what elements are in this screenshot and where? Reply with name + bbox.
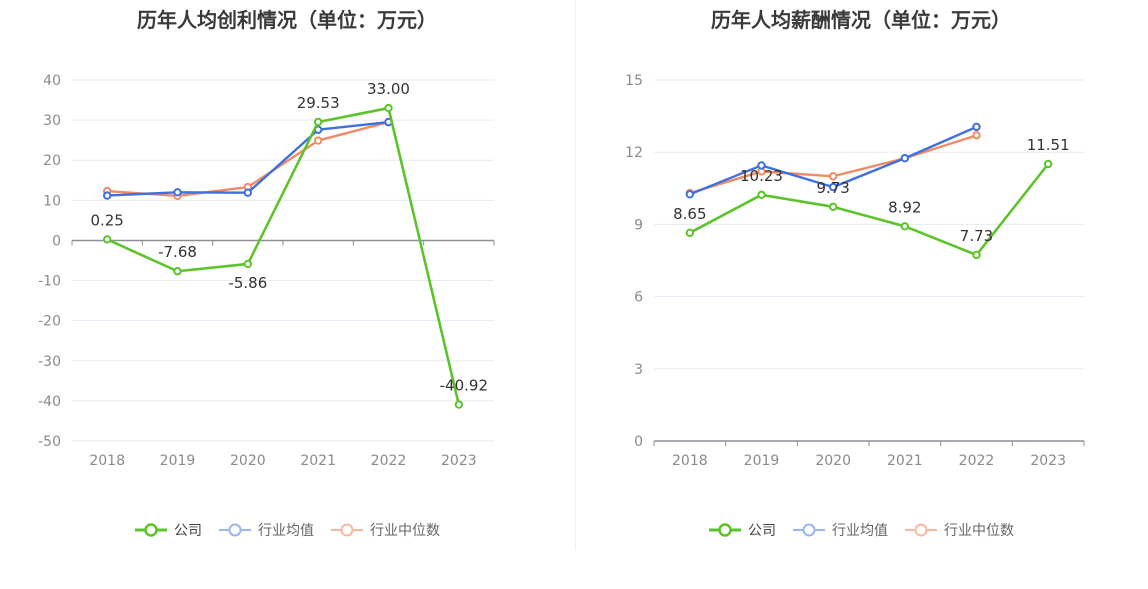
data-label: 8.92 bbox=[888, 198, 921, 216]
legend-item-industry-average[interactable]: 行业均值 bbox=[218, 520, 314, 540]
series-point-0 bbox=[1043, 159, 1053, 169]
data-label: 33.00 bbox=[367, 80, 410, 98]
data-label: 29.53 bbox=[297, 94, 340, 112]
data-label: -7.68 bbox=[158, 243, 197, 261]
y-tick-label: 3 bbox=[634, 362, 643, 378]
legend-line-icon bbox=[135, 523, 167, 537]
legend-item-company[interactable]: 公司 bbox=[134, 520, 202, 540]
series-point-1 bbox=[102, 191, 112, 200]
y-tick-label: 0 bbox=[634, 434, 643, 450]
data-label: 9.73 bbox=[816, 179, 849, 197]
legend-line-icon bbox=[709, 523, 741, 537]
y-tick-label: 10 bbox=[43, 193, 61, 209]
x-tick-label: 2022 bbox=[371, 453, 407, 469]
profit-per-capita-panel: 历年人均创利情况（单位：万元） 40 30 20 10 0 -10 -20 -30 -40 -50… bbox=[0, 8, 574, 542]
series-point-0 bbox=[757, 190, 766, 199]
legend-line-icon bbox=[793, 523, 825, 537]
x-tick-label: 2019 bbox=[744, 453, 780, 469]
y-tick-label: 20 bbox=[43, 153, 61, 169]
series-point-1 bbox=[900, 154, 910, 163]
series-point-0 bbox=[900, 222, 910, 231]
series-line-0 bbox=[689, 163, 1050, 257]
y-tick-label: -10 bbox=[38, 274, 61, 290]
y-tick-label: 6 bbox=[634, 290, 643, 306]
data-label: 11.51 bbox=[1027, 136, 1070, 154]
data-label: -40.92 bbox=[440, 377, 488, 395]
legend-item-industry-median[interactable]: 行业中位数 bbox=[904, 520, 1014, 540]
x-tick-label: 2020 bbox=[230, 453, 266, 469]
x-tick-label: 2021 bbox=[300, 453, 336, 469]
chart-title: 历年人均创利情况（单位：万元） bbox=[137, 8, 437, 32]
y-tick-label: -50 bbox=[38, 434, 61, 450]
series-point-1 bbox=[685, 190, 695, 199]
chart-legend: 公司 行业均值 行业中位数 bbox=[574, 518, 1148, 542]
salary-per-capita-panel: 历年人均薪酬情况（单位：万元） 15 12 9 6 3 0 2018 2019 2020 2021… bbox=[574, 0, 1148, 589]
data-label: 0.25 bbox=[90, 211, 123, 229]
x-tick-label: 2018 bbox=[89, 453, 125, 469]
x-tick-label: 2018 bbox=[672, 453, 708, 469]
legend-label: 公司 bbox=[748, 523, 776, 539]
legend-item-industry-median[interactable]: 行业中位数 bbox=[330, 520, 440, 540]
series-point-0 bbox=[243, 259, 253, 269]
legend-label: 行业均值 bbox=[832, 523, 888, 539]
x-tick-label: 2021 bbox=[887, 453, 923, 469]
salary-per-capita-chart: 15 12 9 6 3 0 2018 2019 2020 2021 2022 2023 8.65 10.2… bbox=[625, 73, 1085, 469]
panel-divider bbox=[575, 0, 576, 550]
y-tick-label: 12 bbox=[625, 145, 643, 161]
legend-label: 公司 bbox=[174, 523, 202, 539]
legend-label: 行业中位数 bbox=[944, 523, 1014, 539]
legend-line-icon bbox=[219, 523, 251, 537]
series-line-0 bbox=[106, 106, 461, 405]
series-point-0 bbox=[685, 228, 695, 238]
series-point-0 bbox=[828, 202, 838, 212]
data-label: 10.23 bbox=[740, 167, 783, 185]
y-tick-label: 30 bbox=[43, 113, 61, 129]
series-point-1 bbox=[243, 188, 253, 197]
profit-per-capita-chart: 40 30 20 10 0 -10 -20 -30 -40 -50 2018 2019 2020 2021… bbox=[38, 73, 495, 469]
legend-item-company[interactable]: 公司 bbox=[708, 520, 776, 540]
series-point-2 bbox=[972, 131, 981, 140]
series-point-2 bbox=[828, 172, 838, 181]
series-point-0 bbox=[313, 117, 323, 127]
y-tick-label: 9 bbox=[634, 217, 643, 233]
x-tick-label: 2023 bbox=[441, 453, 477, 469]
y-tick-label: 0 bbox=[52, 233, 61, 249]
series-point-2 bbox=[313, 136, 323, 145]
series-point-1 bbox=[972, 122, 981, 132]
y-tick-label: -30 bbox=[38, 354, 61, 370]
chart-legend: 公司 行业均值 行业中位数 bbox=[0, 518, 574, 542]
x-tick-label: 2022 bbox=[959, 453, 995, 469]
series-point-0 bbox=[102, 235, 112, 244]
series-point-1 bbox=[828, 182, 838, 192]
chart-title: 历年人均薪酬情况（单位：万元） bbox=[711, 8, 1011, 32]
series-point-0 bbox=[972, 250, 981, 260]
y-tick-label: -20 bbox=[38, 314, 61, 330]
data-label: -5.86 bbox=[228, 274, 267, 292]
series-point-1 bbox=[757, 161, 766, 170]
x-tick-label: 2020 bbox=[815, 453, 851, 469]
x-tick-label: 2019 bbox=[160, 453, 196, 469]
y-tick-label: -40 bbox=[38, 394, 61, 410]
series-point-0 bbox=[384, 103, 393, 113]
data-label: 8.65 bbox=[673, 205, 706, 223]
data-label: 7.73 bbox=[960, 227, 993, 245]
series-point-1 bbox=[173, 188, 182, 197]
legend-label: 行业均值 bbox=[258, 523, 314, 539]
legend-line-icon bbox=[331, 523, 363, 537]
series-point-0 bbox=[454, 400, 464, 409]
legend-label: 行业中位数 bbox=[370, 523, 440, 539]
y-tick-label: 15 bbox=[625, 73, 643, 89]
x-tick-label: 2023 bbox=[1030, 453, 1066, 469]
y-tick-label: 40 bbox=[43, 73, 61, 89]
legend-item-industry-average[interactable]: 行业均值 bbox=[792, 520, 888, 540]
series-point-0 bbox=[173, 267, 182, 276]
legend-line-icon bbox=[905, 523, 937, 537]
